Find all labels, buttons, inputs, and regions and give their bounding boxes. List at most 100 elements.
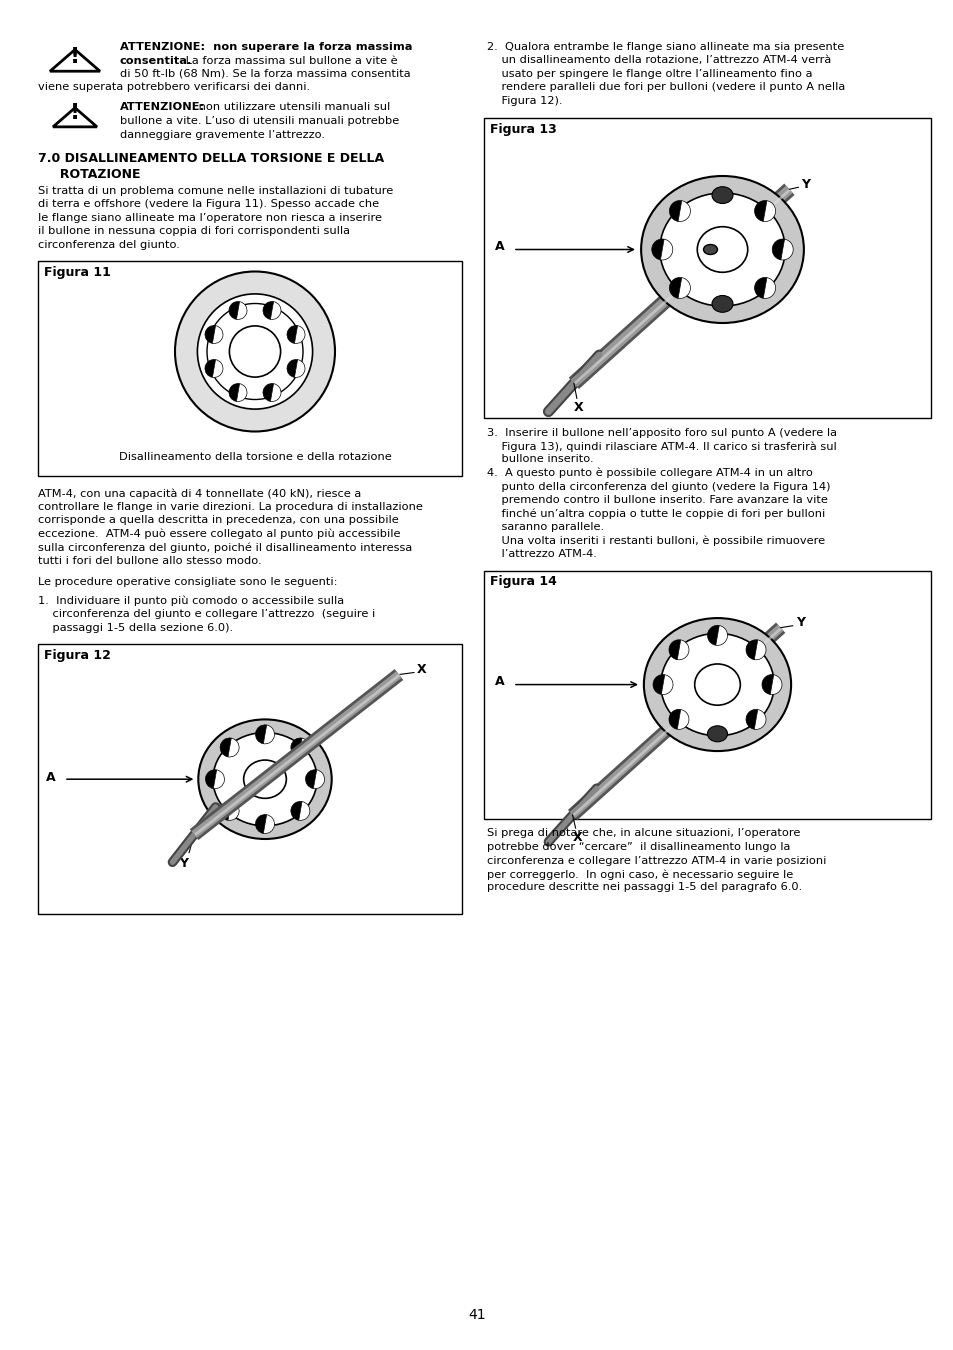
Text: ATTENZIONE:: ATTENZIONE: [120,103,205,112]
Wedge shape [677,640,688,660]
Wedge shape [263,725,274,744]
Wedge shape [205,359,215,378]
Text: sulla circonferenza del giunto, poiché il disallineamento interessa: sulla circonferenza del giunto, poiché i… [38,543,412,552]
Wedge shape [213,359,223,378]
Text: Disallineamento della torsione e della rotazione: Disallineamento della torsione e della r… [118,452,391,462]
Text: Y: Y [801,178,809,190]
Text: Si tratta di un problema comune nelle installazioni di tubature: Si tratta di un problema comune nelle in… [38,186,393,196]
Text: 4.  A questo punto è possibile collegare ATM-4 in un altro: 4. A questo punto è possibile collegare … [486,468,812,478]
Wedge shape [677,710,688,729]
Wedge shape [769,675,781,695]
Text: premendo contro il bullone inserito. Fare avanzare la vite: premendo contro il bullone inserito. Far… [486,495,827,505]
Text: bullone inserito.: bullone inserito. [486,455,593,464]
Text: per correggerlo.  In ogni caso, è necessario seguire le: per correggerlo. In ogni caso, è necessa… [486,869,792,879]
Text: Si prega di notare che, in alcune situazioni, l’operatore: Si prega di notare che, in alcune situaz… [486,829,800,838]
Circle shape [174,271,335,432]
Wedge shape [213,769,224,788]
Wedge shape [754,710,765,729]
Wedge shape [678,201,690,221]
Text: ATTENZIONE:  non superare la forza massima: ATTENZIONE: non superare la forza massim… [120,42,412,53]
Wedge shape [745,640,757,660]
Wedge shape [236,383,247,401]
Wedge shape [205,325,215,343]
Text: passaggi 1-5 della sezione 6.0).: passaggi 1-5 della sezione 6.0). [38,622,233,633]
Ellipse shape [198,771,332,792]
Wedge shape [754,640,765,660]
Wedge shape [270,383,281,401]
Wedge shape [220,802,231,821]
Ellipse shape [198,720,332,838]
Text: controllare le flange in varie direzioni. La procedura di installazione: controllare le flange in varie direzioni… [38,502,422,512]
Text: X: X [416,663,426,676]
Text: ATM-4, con una capacità di 4 tonnellate (40 kN), riesce a: ATM-4, con una capacità di 4 tonnellate … [38,489,361,498]
Wedge shape [668,709,680,729]
Text: consentita.: consentita. [120,55,193,66]
Text: saranno parallele.: saranno parallele. [486,522,603,532]
Wedge shape [298,738,310,757]
Text: Figura 13), quindi rilasciare ATM-4. Il carico si trasferirà sul: Figura 13), quindi rilasciare ATM-4. Il … [486,441,836,451]
Text: eccezione.  ATM-4 può essere collegato al punto più accessibile: eccezione. ATM-4 può essere collegato al… [38,529,400,539]
Wedge shape [263,301,274,320]
Wedge shape [313,769,324,788]
Text: non utilizzare utensili manuali sul: non utilizzare utensili manuali sul [194,103,390,112]
Text: circonferenza del giunto e collegare l’attrezzo  (seguire i: circonferenza del giunto e collegare l’a… [38,609,375,620]
Text: 7.0 DISALLINEAMENTO DELLA TORSIONE E DELLA: 7.0 DISALLINEAMENTO DELLA TORSIONE E DEL… [38,151,384,165]
Wedge shape [659,239,672,261]
Wedge shape [669,278,681,298]
Text: finché un’altra coppia o tutte le coppie di fori per bulloni: finché un’altra coppia o tutte le coppie… [486,509,824,518]
Circle shape [229,325,280,377]
Wedge shape [294,359,305,378]
Wedge shape [291,802,302,821]
Text: usato per spingere le flange oltre l’allineamento fino a: usato per spingere le flange oltre l’all… [486,69,812,80]
Text: un disallineamento della rotazione, l’attrezzo ATM-4 verrà: un disallineamento della rotazione, l’at… [486,55,830,66]
Wedge shape [255,814,267,833]
Ellipse shape [213,733,316,826]
Wedge shape [305,769,316,788]
Text: punto della circonferenza del giunto (vedere la Figura 14): punto della circonferenza del giunto (ve… [486,482,830,491]
Text: La forza massima sul bullone a vite è: La forza massima sul bullone a vite è [182,55,397,66]
Wedge shape [205,769,216,788]
Ellipse shape [694,664,740,705]
Wedge shape [255,725,267,744]
Ellipse shape [198,774,332,795]
Wedge shape [263,383,274,401]
Wedge shape [229,301,239,320]
Ellipse shape [659,193,784,306]
Wedge shape [270,301,281,320]
Ellipse shape [198,776,332,798]
Wedge shape [668,640,680,660]
Text: A: A [46,771,55,784]
Text: !: ! [70,47,80,68]
Wedge shape [287,359,297,378]
Wedge shape [287,325,297,343]
Text: l’attrezzo ATM-4.: l’attrezzo ATM-4. [486,549,597,559]
Wedge shape [762,278,775,298]
Wedge shape [754,278,766,298]
Ellipse shape [643,679,790,701]
Wedge shape [761,675,773,694]
Text: circonferenza e collegare l’attrezzo ATM-4 in varie posizioni: circonferenza e collegare l’attrezzo ATM… [486,856,825,865]
Wedge shape [228,802,239,821]
Wedge shape [229,383,239,401]
Circle shape [197,294,313,409]
Text: Y: Y [179,857,189,869]
Ellipse shape [643,682,790,703]
Text: danneggiare gravemente l’attrezzo.: danneggiare gravemente l’attrezzo. [120,130,325,139]
Text: il bullone in nessuna coppia di fori corrispondenti sulla: il bullone in nessuna coppia di fori cor… [38,227,350,236]
Text: tutti i fori del bullone allo stesso modo.: tutti i fori del bullone allo stesso mod… [38,556,261,566]
Text: 41: 41 [468,1308,485,1322]
Wedge shape [745,709,757,729]
Wedge shape [762,201,775,221]
Text: 3.  Inserire il bullone nell’apposito foro sul punto A (vedere la: 3. Inserire il bullone nell’apposito for… [486,428,836,437]
Wedge shape [291,738,302,757]
Text: Le procedure operative consigliate sono le seguenti:: Le procedure operative consigliate sono … [38,578,337,587]
Wedge shape [298,802,310,821]
Text: le flange siano allineate ma l’operatore non riesca a inserire: le flange siano allineate ma l’operatore… [38,213,381,223]
Text: 2.  Qualora entrambe le flange siano allineate ma sia presente: 2. Qualora entrambe le flange siano alli… [486,42,843,53]
Text: rendere paralleli due fori per bulloni (vedere il punto A nella: rendere paralleli due fori per bulloni (… [486,82,844,93]
Text: di terra e offshore (vedere la Figura 11). Spesso accade che: di terra e offshore (vedere la Figura 11… [38,200,378,209]
Ellipse shape [640,240,803,265]
Ellipse shape [697,227,747,273]
Text: potrebbe dover “cercare”  il disallineamento lungo la: potrebbe dover “cercare” il disallineame… [486,842,789,852]
Text: corrisponde a quella descritta in precedenza, con una possibile: corrisponde a quella descritta in preced… [38,516,398,525]
